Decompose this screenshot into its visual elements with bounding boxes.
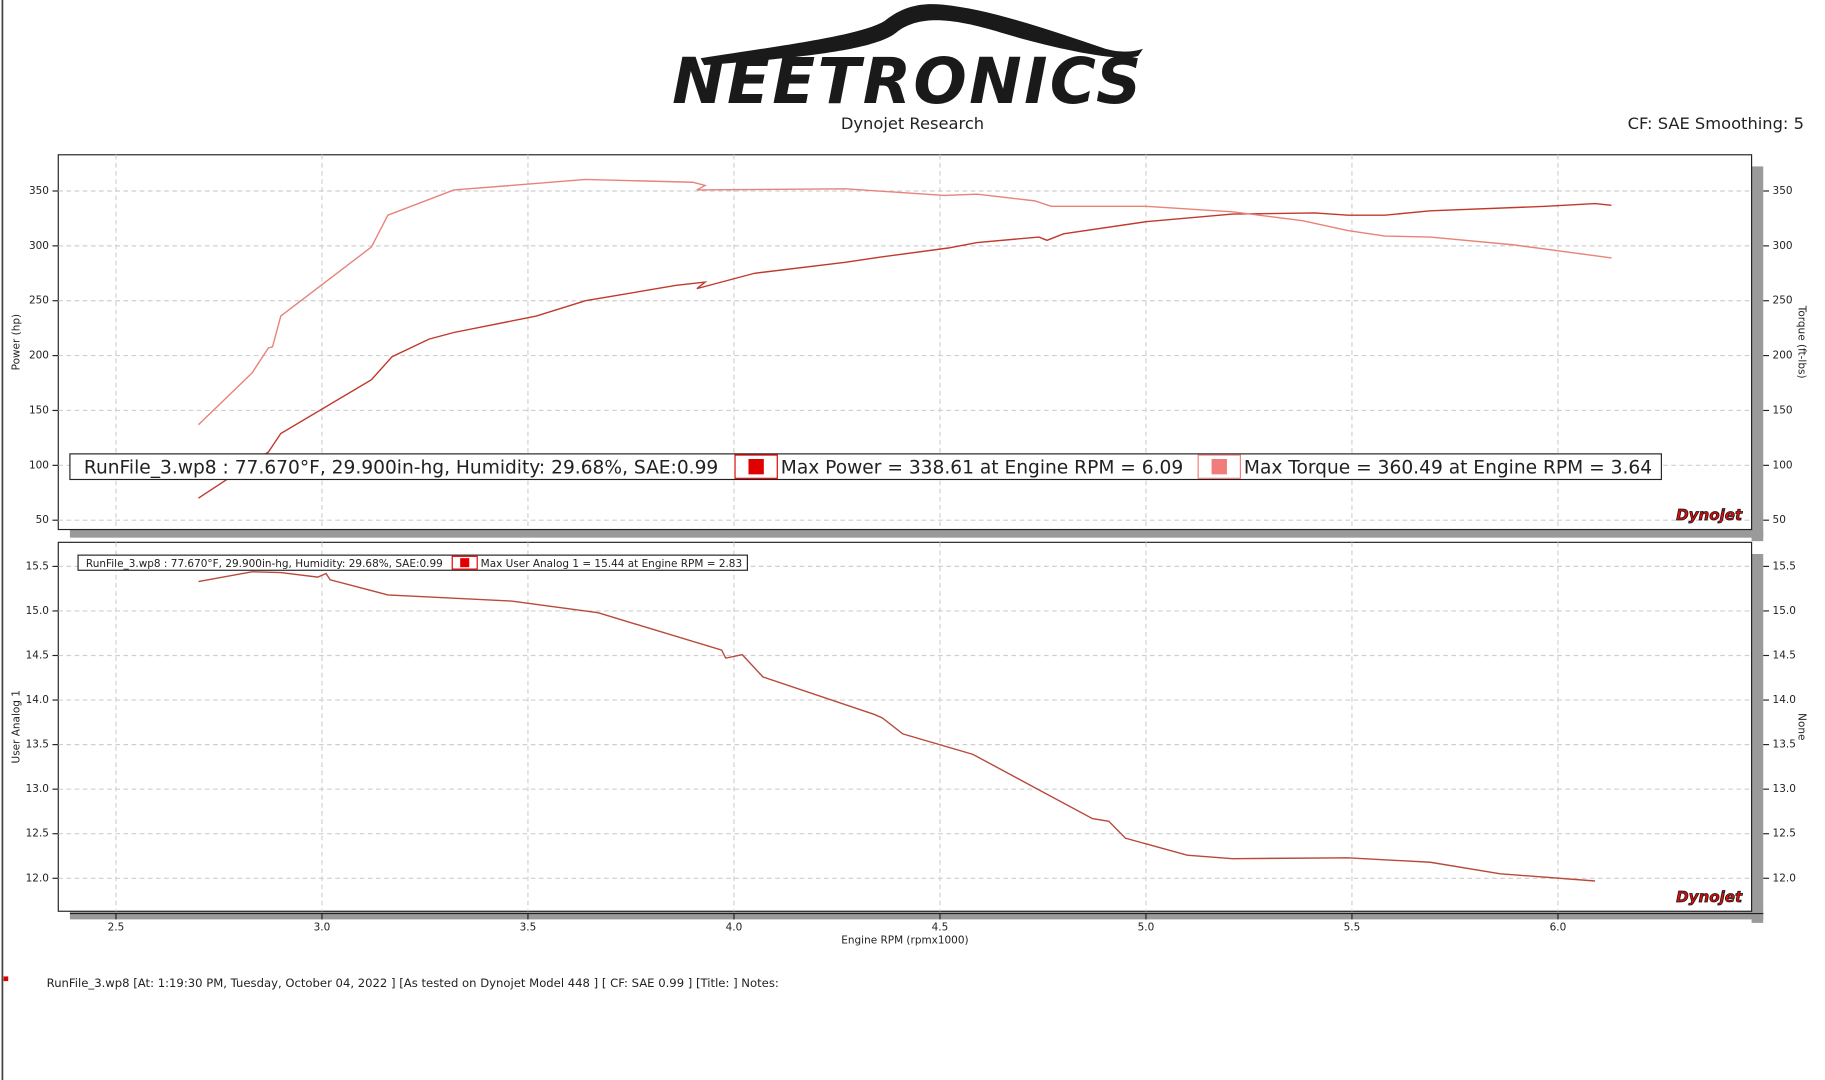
legend-swatch [1211, 459, 1227, 475]
plot-shadow [69, 529, 1764, 538]
y-tick-label: 200 [29, 350, 49, 362]
y-tick-label: 250 [29, 295, 49, 307]
legend-title: RunFile_3.wp8 : 77.670°F, 29.900in-hg, H… [84, 457, 718, 478]
y2-tick-label: 350 [1773, 185, 1793, 197]
y2-tick-label: 50 [1773, 514, 1786, 526]
y2-tick-label: 13.0 [1773, 783, 1796, 795]
plot-shadow [69, 911, 1764, 920]
y-tick-label: 150 [29, 404, 49, 416]
legend-entry: Max Power = 338.61 at Engine RPM = 6.09 [781, 457, 1183, 478]
footer: RunFile_3.wp8 [At: 1:19:30 PM, Tuesday, … [47, 976, 779, 990]
y-axis-title: Power (hp) [10, 314, 22, 370]
y2-tick-label: 300 [1773, 240, 1793, 252]
plot-shadow [1751, 166, 1764, 542]
x-tick-label: 5.0 [1138, 922, 1155, 934]
settings: CF: SAE Smoothing: 5 [1628, 114, 1804, 133]
y-tick-label: 15.5 [26, 560, 49, 572]
y2-tick-label: 12.0 [1773, 872, 1796, 884]
y-axis-title: User Analog 1 [10, 690, 22, 763]
legend-entry: Max User Analog 1 = 15.44 at Engine RPM … [481, 558, 742, 570]
y-tick-label: 12.0 [26, 872, 49, 884]
x-tick-label: 3.5 [520, 922, 537, 934]
y-tick-label: 100 [29, 459, 49, 471]
y2-tick-label: 200 [1773, 350, 1793, 362]
y-tick-label: 13.5 [26, 739, 49, 751]
legend-entry: Max Torque = 360.49 at Engine RPM = 3.64 [1244, 457, 1652, 478]
y2-tick-label: 14.5 [1773, 649, 1796, 661]
y-tick-label: 14.5 [26, 649, 49, 661]
subtitle: Dynojet Research [841, 114, 984, 133]
y-tick-label: 14.0 [26, 694, 49, 706]
x-tick-label: 4.5 [932, 922, 949, 934]
x-tick-label: 2.5 [108, 922, 125, 934]
legend-box [77, 554, 748, 571]
legend-title: RunFile_3.wp8 : 77.670°F, 29.900in-hg, H… [86, 558, 443, 570]
legend-swatch [460, 558, 470, 568]
y2-tick-label: 100 [1773, 459, 1793, 471]
watermark: Dynojet [1676, 506, 1743, 524]
plot-shadow [1751, 553, 1764, 923]
data-line [198, 202, 1612, 499]
plot-area [57, 541, 1753, 912]
x-tick-label: 3.0 [314, 922, 331, 934]
y-tick-label: 15.0 [26, 605, 49, 617]
edge-mark [3, 976, 9, 982]
logo: NEETRONICS [672, 45, 1143, 118]
y-tick-label: 12.5 [26, 828, 49, 840]
y2-tick-label: 14.0 [1773, 694, 1796, 706]
y2-tick-label: 12.5 [1773, 828, 1796, 840]
y-tick-label: 13.0 [26, 783, 49, 795]
legend-swatch [748, 459, 764, 475]
y2-tick-label: 15.0 [1773, 605, 1796, 617]
y2-tick-label: 13.5 [1773, 739, 1796, 751]
y2-axis-title: None [1796, 713, 1808, 740]
y-tick-label: 300 [29, 240, 49, 252]
y2-tick-label: 15.5 [1773, 560, 1796, 572]
watermark: Dynojet [1676, 888, 1743, 906]
x-tick-label: 5.5 [1344, 922, 1361, 934]
x-axis-title: Engine RPM (rpmx1000) [841, 934, 968, 946]
x-tick-label: 4.0 [726, 922, 743, 934]
y-tick-label: 350 [29, 185, 49, 197]
data-line [197, 178, 1612, 426]
y2-axis-title: Torque (ft-lbs) [1796, 305, 1808, 379]
y-tick-label: 50 [36, 514, 49, 526]
data-line [198, 571, 1596, 882]
y2-tick-label: 250 [1773, 295, 1793, 307]
x-tick-label: 6.0 [1550, 922, 1567, 934]
y2-tick-label: 150 [1773, 404, 1793, 416]
legend-box [69, 453, 1662, 481]
logo-car [700, 4, 1143, 66]
